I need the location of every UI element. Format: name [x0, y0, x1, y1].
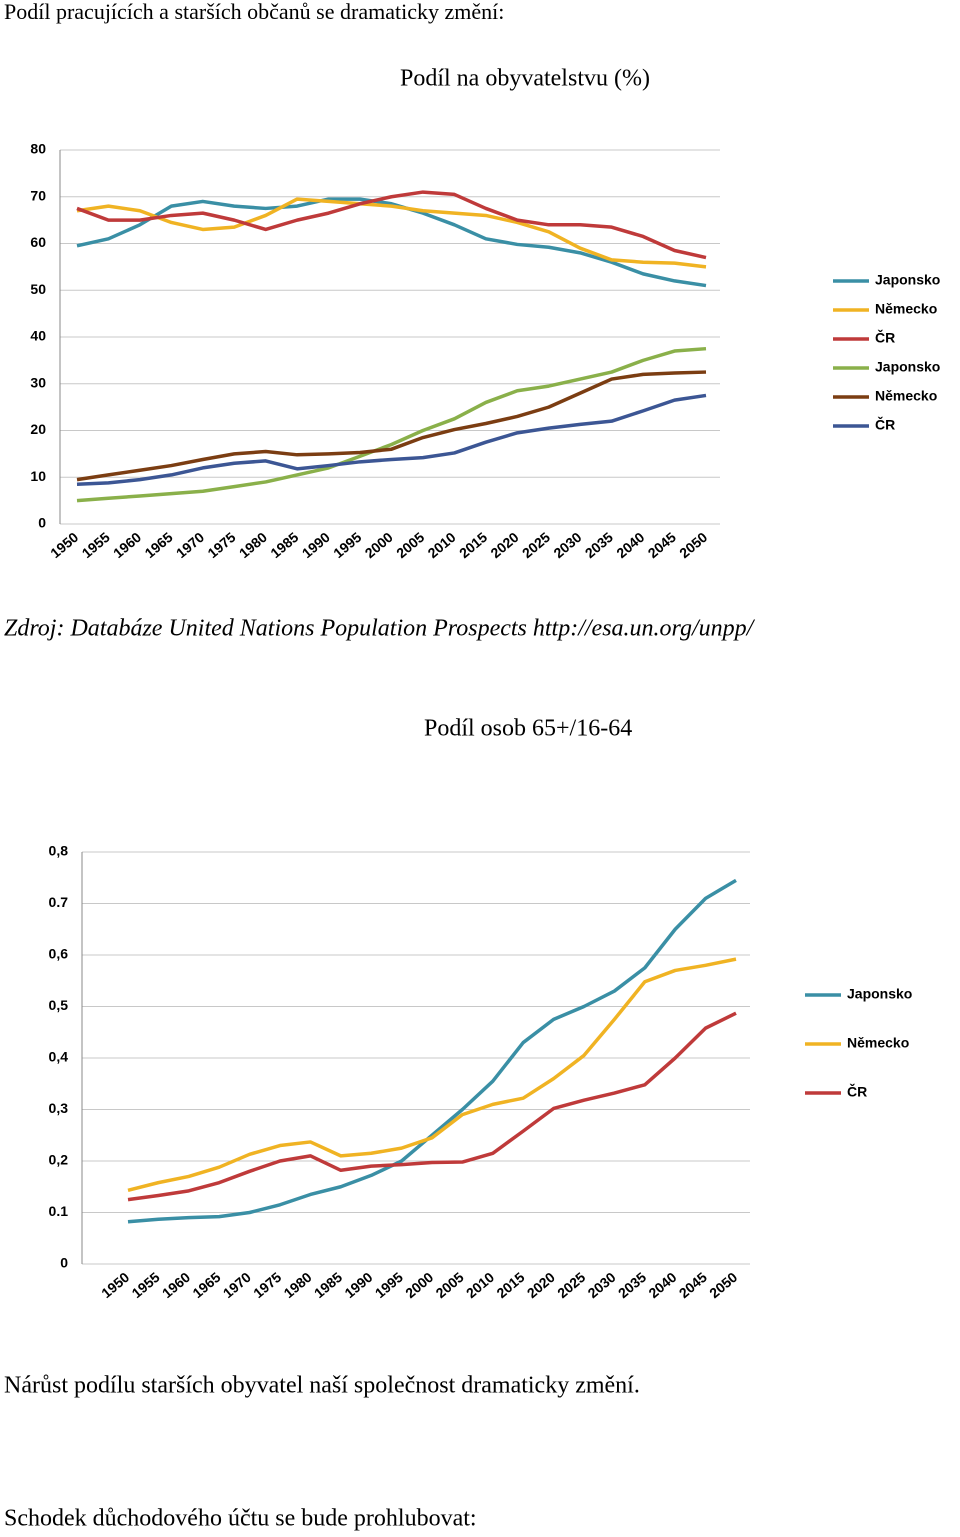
chart-title: Podíl na obyvatelstvu (%): [400, 66, 650, 92]
y-tick-label: 0,2: [49, 1152, 69, 1168]
x-tick-label: 1990: [341, 1269, 375, 1301]
x-tick-label: 2000: [402, 1269, 436, 1301]
x-tick-label: 2005: [433, 1269, 467, 1301]
y-tick-label: 50: [30, 281, 46, 297]
paragraph: Nárůst podílu starších obyvatel naší spo…: [4, 1373, 640, 1399]
heading: Podíl pracujících a starších občanů se d…: [4, 0, 504, 24]
x-tick-label: 1975: [204, 529, 238, 561]
y-tick-label: 0,5: [49, 997, 69, 1013]
x-tick-label: 1985: [311, 1269, 345, 1301]
x-tick-label: 2015: [456, 529, 490, 561]
y-tick-label: 0,4: [49, 1049, 69, 1065]
x-tick-label: 2005: [393, 529, 427, 561]
legend-label: Německo: [847, 1035, 909, 1051]
x-tick-label: 2050: [706, 1269, 740, 1301]
series-line: [76, 190, 707, 260]
x-tick-label: 2040: [645, 1269, 679, 1301]
series-line: [76, 393, 707, 487]
x-tick-label: 1965: [189, 1269, 223, 1301]
chart-title: Podíl osob 65+/16-64: [424, 716, 632, 742]
source: Zdroj: Databáze United Nations Populatio…: [4, 616, 756, 642]
x-tick-label: 1970: [220, 1269, 254, 1301]
x-tick-label: 1985: [267, 529, 301, 561]
series-line: [76, 370, 707, 482]
x-tick-label: 1990: [299, 529, 333, 561]
x-tick-label: 1965: [142, 529, 176, 561]
x-tick-label: 1950: [98, 1269, 132, 1301]
y-tick-label: 0,8: [49, 843, 69, 859]
x-tick-label: 2025: [519, 529, 553, 561]
legend-label: ČR: [847, 1083, 867, 1100]
x-tick-label: 1995: [372, 1269, 406, 1301]
legend-label: Japonsko: [875, 359, 940, 375]
y-tick-label: 70: [30, 187, 46, 203]
y-tick-label: 0.7: [49, 894, 69, 910]
x-tick-label: 2025: [554, 1269, 588, 1301]
x-tick-label: 2050: [676, 529, 710, 561]
legend-label: Německo: [875, 388, 937, 404]
x-tick-label: 1970: [173, 529, 207, 561]
x-tick-label: 1980: [281, 1269, 315, 1301]
x-tick-label: 1955: [79, 529, 113, 561]
x-tick-label: 1980: [236, 529, 270, 561]
y-tick-label: 0: [60, 1255, 68, 1271]
series-line: [76, 197, 707, 269]
y-tick-label: 30: [30, 374, 46, 390]
y-tick-label: 40: [30, 328, 46, 344]
legend-label: Německo: [875, 301, 937, 317]
x-tick-label: 2045: [676, 1269, 710, 1301]
x-tick-label: 2000: [362, 529, 396, 561]
x-tick-label: 1955: [129, 1269, 163, 1301]
x-tick-label: 2035: [582, 529, 616, 561]
legend-label: Japonsko: [847, 986, 912, 1002]
series-line: [127, 1011, 737, 1202]
x-tick-label: 1995: [330, 529, 364, 561]
y-tick-label: 0: [38, 515, 46, 531]
x-tick-label: 2020: [524, 1269, 558, 1301]
series-line: [76, 346, 707, 503]
x-tick-label: 2035: [615, 1269, 649, 1301]
legend-label: ČR: [875, 329, 895, 346]
x-tick-label: 2030: [585, 1269, 619, 1301]
y-tick-label: 0,6: [49, 946, 69, 962]
x-tick-label: 1950: [47, 529, 81, 561]
paragraph: Schodek důchodového účtu se bude prohlub…: [4, 1506, 477, 1532]
x-tick-label: 1975: [250, 1269, 284, 1301]
y-tick-label: 0,3: [49, 1100, 69, 1116]
x-tick-label: 2010: [463, 1269, 497, 1301]
series-line: [127, 957, 737, 1193]
series-line: [76, 197, 707, 288]
x-tick-label: 2040: [613, 529, 647, 561]
y-tick-label: 20: [30, 421, 46, 437]
y-tick-label: 60: [30, 234, 46, 250]
x-tick-label: 2030: [550, 529, 584, 561]
x-tick-label: 1960: [159, 1269, 193, 1301]
x-tick-label: 2015: [493, 1269, 527, 1301]
legend-label: ČR: [875, 416, 895, 433]
x-tick-label: 1960: [110, 529, 144, 561]
x-tick-label: 2010: [425, 529, 459, 561]
x-tick-label: 2045: [645, 529, 679, 561]
series-line: [127, 878, 737, 1224]
x-tick-label: 2020: [487, 529, 521, 561]
legend-label: Japonsko: [875, 272, 940, 288]
y-tick-label: 10: [30, 468, 46, 484]
y-tick-label: 80: [30, 141, 46, 157]
y-tick-label: 0.1: [49, 1203, 69, 1219]
